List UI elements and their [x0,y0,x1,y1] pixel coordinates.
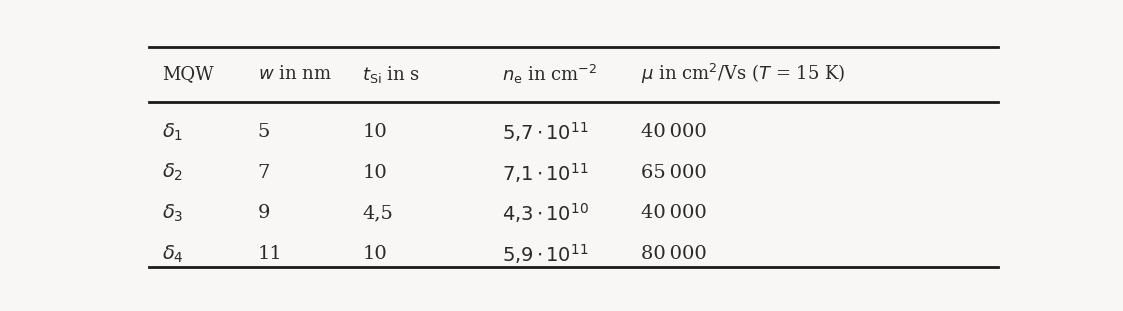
Text: 11: 11 [258,245,283,263]
Text: 40 000: 40 000 [641,204,706,222]
Text: 40 000: 40 000 [641,123,706,141]
Text: $\delta_2$: $\delta_2$ [162,162,183,183]
Text: $\delta_3$: $\delta_3$ [162,203,183,224]
Text: $t_{\mathrm{Si}}$ in s: $t_{\mathrm{Si}}$ in s [363,64,420,85]
Text: 5: 5 [258,123,271,141]
Text: 10: 10 [363,123,387,141]
Text: $\delta_4$: $\delta_4$ [162,244,184,265]
Text: 9: 9 [258,204,271,222]
Text: 4,5: 4,5 [363,204,393,222]
Text: 10: 10 [363,164,387,182]
Text: $\delta_1$: $\delta_1$ [162,121,183,142]
Text: $\mu$ in cm$^{2}$/Vs ($T$ = 15 K): $\mu$ in cm$^{2}$/Vs ($T$ = 15 K) [641,63,846,86]
Text: 7: 7 [258,164,271,182]
Text: $4{,}3\,{\cdot}\,10^{10}$: $4{,}3\,{\cdot}\,10^{10}$ [502,202,588,225]
Text: 65 000: 65 000 [641,164,706,182]
Text: $5{,}9\,{\cdot}\,10^{11}$: $5{,}9\,{\cdot}\,10^{11}$ [502,242,588,266]
Text: $w$ in nm: $w$ in nm [258,65,331,83]
Text: $5{,}7\,{\cdot}\,10^{11}$: $5{,}7\,{\cdot}\,10^{11}$ [502,120,588,144]
Text: 10: 10 [363,245,387,263]
Text: 80 000: 80 000 [641,245,706,263]
Text: MQW: MQW [162,65,213,83]
Text: $n_{\mathrm{e}}$ in cm$^{-2}$: $n_{\mathrm{e}}$ in cm$^{-2}$ [502,63,596,86]
Text: $7{,}1\,{\cdot}\,10^{11}$: $7{,}1\,{\cdot}\,10^{11}$ [502,161,588,184]
